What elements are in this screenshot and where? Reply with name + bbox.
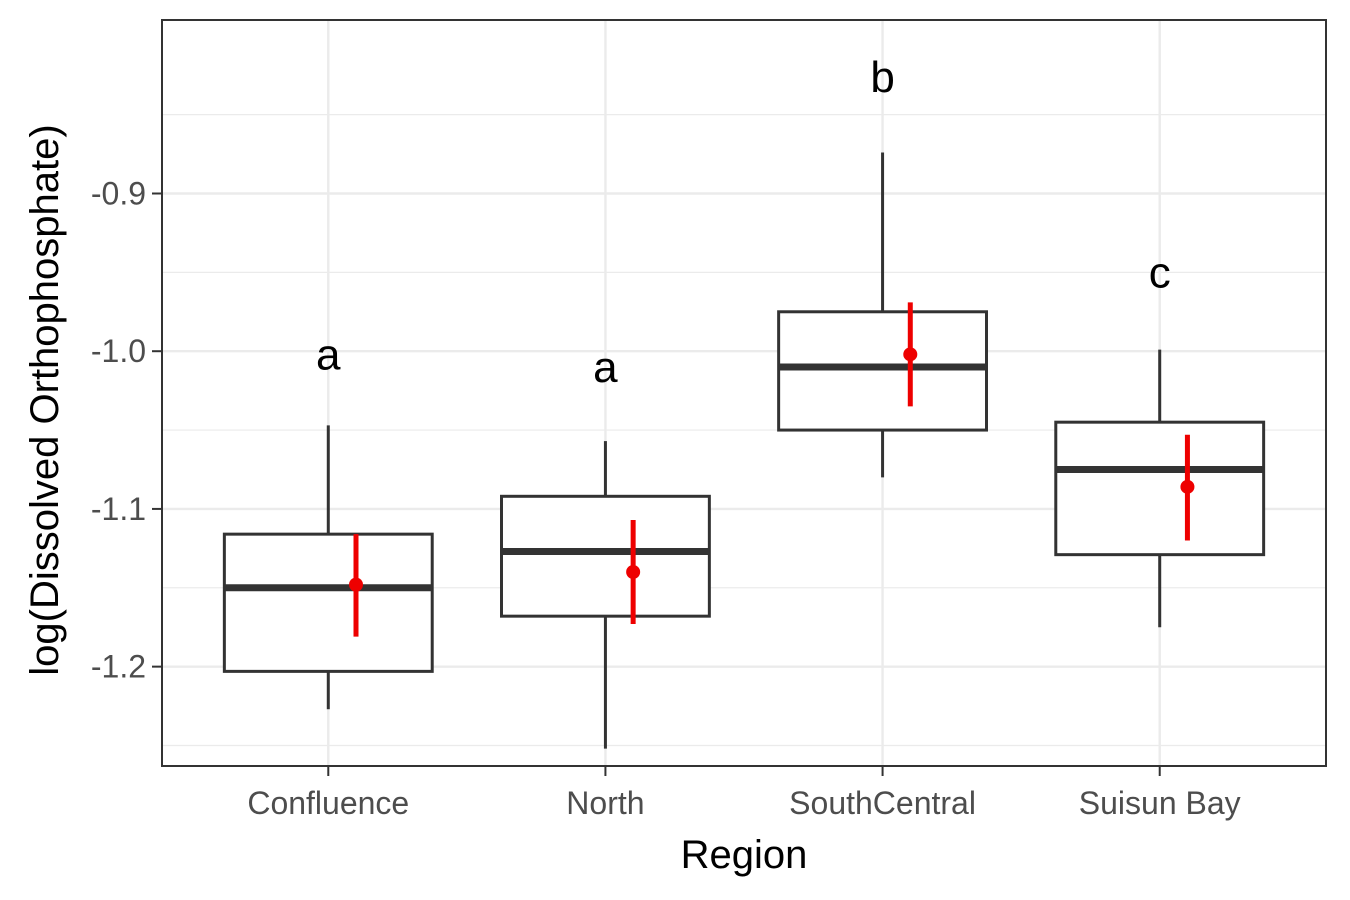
group-letter: a: [316, 330, 341, 379]
y-tick-label: -1.0: [91, 333, 146, 369]
panel-border: [161, 19, 1327, 767]
y-axis-title: log(Dissolved Orthophosphate): [23, 124, 67, 675]
group-letter: c: [1149, 248, 1171, 297]
x-tick-label: North: [566, 785, 644, 821]
mean-markers: [349, 302, 1195, 637]
y-tick-label: -1.1: [91, 491, 146, 527]
mean-point: [903, 347, 918, 362]
axes: -0.9 -1.0 -1.1 -1.2 Confluence North SouthCent…: [91, 175, 1241, 821]
y-tick-label: -0.9: [91, 175, 146, 211]
box-iqr: [1054, 420, 1266, 557]
x-tick-label: SouthCentral: [789, 785, 976, 821]
y-tick-label: -1.2: [91, 649, 146, 685]
box-iqr: [777, 310, 989, 432]
box-iqr: [222, 532, 434, 673]
group-letter: b: [870, 53, 894, 102]
box-iqr: [500, 494, 711, 618]
x-axis-title: Region: [681, 833, 808, 877]
group-letter: a: [593, 343, 618, 392]
mean-point: [626, 565, 641, 580]
x-tick-label: Suisun Bay: [1079, 785, 1241, 821]
group-letters: a a b c: [316, 53, 1171, 392]
boxes: [222, 152, 1266, 749]
x-tick-label: Confluence: [247, 785, 409, 821]
mean-point: [1180, 479, 1195, 494]
mean-point: [349, 577, 363, 592]
